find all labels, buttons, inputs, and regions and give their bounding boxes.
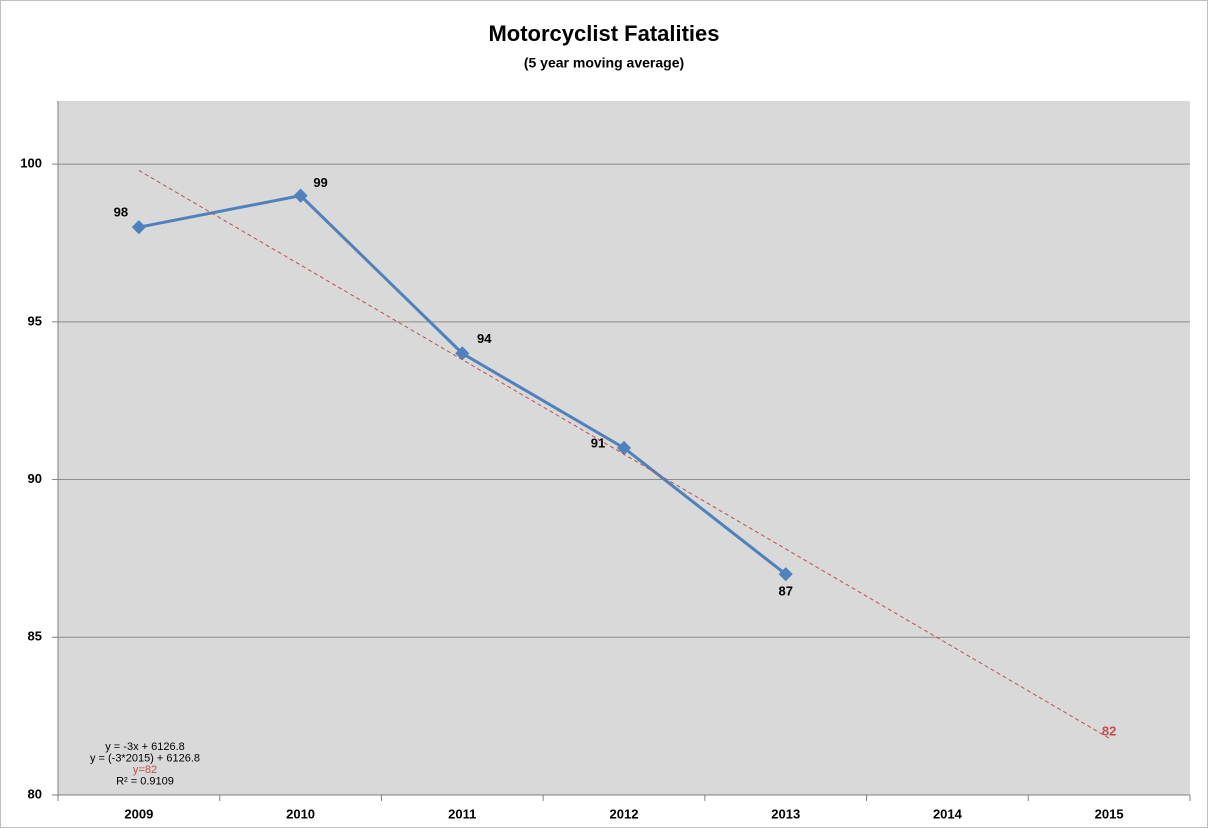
data-point xyxy=(616,440,632,456)
y-tick-label: 100 xyxy=(20,156,42,171)
x-tick-label: 2009 xyxy=(124,806,153,821)
annotation: R² = 0.9109 xyxy=(116,775,174,787)
y-tick-label: 80 xyxy=(28,786,42,801)
data-label: 87 xyxy=(778,584,792,599)
annotation: y=82 xyxy=(133,764,157,776)
data-label: 94 xyxy=(477,331,492,346)
y-tick-label: 85 xyxy=(28,629,42,644)
x-tick-label: 2010 xyxy=(286,806,315,821)
data-label: 98 xyxy=(114,205,128,220)
annotation: y = -3x + 6126.8 xyxy=(105,741,185,753)
data-point xyxy=(293,188,308,203)
data-label: 82 xyxy=(1102,724,1116,739)
x-tick-label: 2012 xyxy=(610,806,639,821)
data-label: 99 xyxy=(313,175,327,190)
y-tick-label: 95 xyxy=(28,313,42,328)
chart-subtitle: (5 year moving average) xyxy=(524,55,684,71)
data-point xyxy=(778,567,793,582)
data-point xyxy=(455,346,470,361)
trend-line xyxy=(138,169,1110,739)
x-tick-label: 2013 xyxy=(771,806,800,821)
annotation: y = (-3*2015) + 6126.8 xyxy=(90,752,200,764)
chart-title: Motorcyclist Fatalities xyxy=(488,21,719,46)
y-tick-label: 90 xyxy=(28,471,42,486)
data-point xyxy=(131,220,146,235)
x-tick-label: 2011 xyxy=(448,806,476,821)
data-label: 91 xyxy=(591,435,605,450)
x-tick-label: 2015 xyxy=(1095,806,1124,821)
x-tick-label: 2014 xyxy=(933,806,963,821)
